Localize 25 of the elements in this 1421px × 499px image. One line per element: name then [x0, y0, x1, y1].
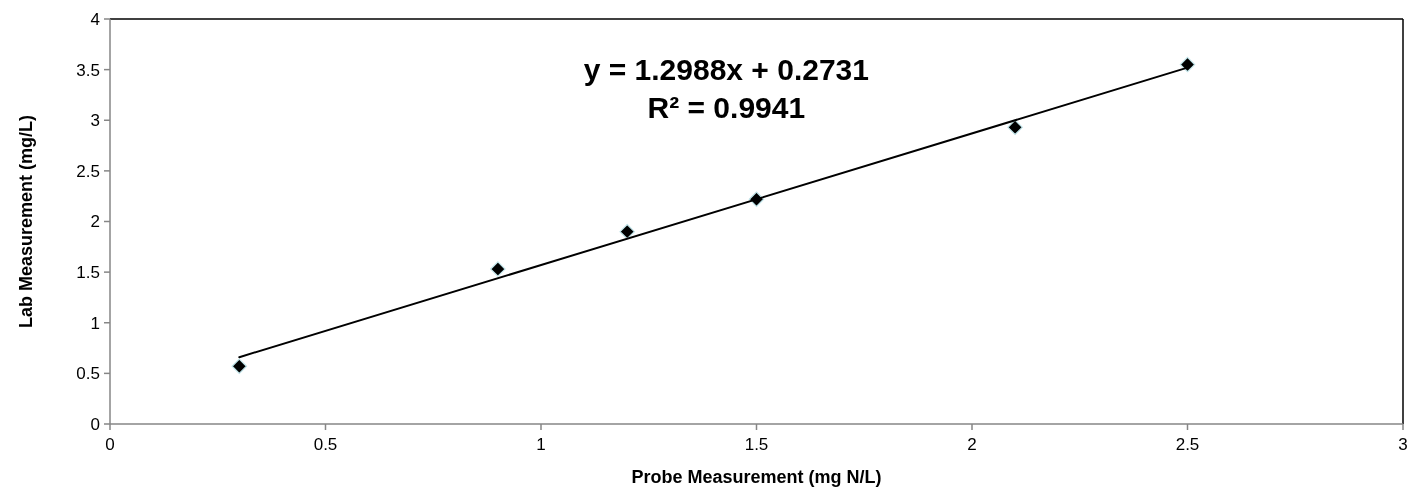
y-tick-label: 0	[90, 414, 100, 434]
y-tick-label: 1.5	[76, 263, 100, 283]
y-tick-label: 0.5	[76, 364, 100, 384]
x-tick-label: 3	[1398, 435, 1408, 454]
y-axis-title: Lab Measurement (mg/L)	[16, 114, 36, 329]
y-tick-label: 3.5	[76, 60, 100, 80]
x-tick-label: 1.5	[744, 435, 769, 454]
annotation: y = 1.2988x + 0.2731	[583, 52, 869, 86]
x-tick-label: 0.5	[313, 435, 338, 454]
x-tick-label: 2.5	[1175, 435, 1200, 454]
point	[231, 358, 248, 375]
x-tick-label: 1	[536, 435, 546, 454]
x-axis-title: Probe Measurement (mg N/L)	[631, 467, 882, 487]
y-tick-label: 2	[90, 212, 100, 232]
x-tick-label: 2	[967, 435, 977, 454]
y-tick-label: 2.5	[76, 161, 100, 181]
y-tick-label: 4	[90, 9, 100, 29]
x-tick-label: 0	[105, 435, 115, 454]
point	[1007, 119, 1023, 136]
annotation: R² = 0.9941	[647, 90, 806, 124]
point	[490, 261, 506, 277]
point	[1179, 56, 1196, 73]
y-tick-label: 1	[90, 313, 100, 333]
y-tick-label: 3	[90, 111, 100, 131]
point	[619, 223, 635, 240]
